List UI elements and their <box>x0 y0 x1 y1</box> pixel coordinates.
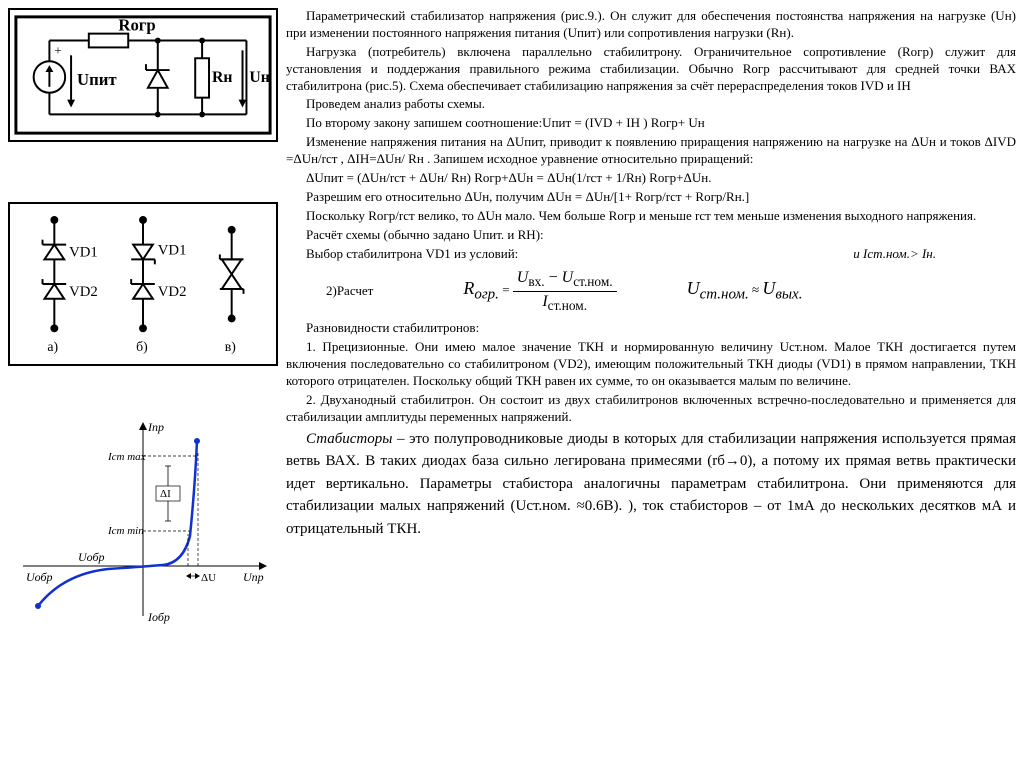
para-15: Стабисторы – это полупроводниковые диоды… <box>286 428 1016 541</box>
para-12: Разновидности стабилитронов: <box>286 320 1016 337</box>
svg-text:ΔI: ΔI <box>160 488 171 500</box>
main-text: Параметрический стабилизатор напряжения … <box>286 8 1016 636</box>
para-7: Разрешим его относительно ΔUн, получим Δ… <box>286 189 1016 206</box>
para-5: Изменение напряжения питания на ΔUпит, п… <box>286 134 1016 168</box>
figure-circuit: + Uпит Rогр Rн <box>8 8 278 142</box>
svg-text:VD1: VD1 <box>69 244 98 260</box>
para-2: Нагрузка (потребитель) включена параллел… <box>286 44 1016 95</box>
figure-iv-curve: Iпр Uпр Uобр Uобр Iобр Iст max Iст min <box>8 416 278 636</box>
svg-text:б): б) <box>136 339 148 355</box>
svg-text:в): в) <box>225 339 236 355</box>
formula-row: 2)Расчет RRогр.огр. = Uвх. − Uст.ном. Iс… <box>326 268 1016 314</box>
para-3: Проведем анализ работы схемы. <box>286 96 1016 113</box>
svg-text:Uобр: Uобр <box>78 550 105 564</box>
svg-text:Rогр: Rогр <box>118 16 155 35</box>
svg-text:Iобр: Iобр <box>147 610 170 624</box>
left-column: + Uпит Rогр Rн <box>8 8 278 636</box>
svg-text:VD2: VD2 <box>69 284 98 300</box>
svg-text:Uпит: Uпит <box>77 70 117 89</box>
svg-text:VD1: VD1 <box>158 242 187 258</box>
svg-text:Uпр: Uпр <box>243 570 264 584</box>
svg-text:ΔU: ΔU <box>201 572 216 584</box>
svg-text:Iст min: Iст min <box>107 525 144 537</box>
svg-text:VD2: VD2 <box>158 284 187 300</box>
para-9: Расчёт схемы (обычно задано Uпит. и RH): <box>286 227 1016 244</box>
para-10: Выбор стабилитрона VD1 из условий: и Iст… <box>286 246 1016 263</box>
svg-text:а): а) <box>47 339 58 355</box>
para-4: По второму закону запишем соотношение:Uп… <box>286 115 1016 132</box>
svg-text:Iст max: Iст max <box>107 451 146 463</box>
para-13: 1. Прецизионные. Они имею малое значение… <box>286 339 1016 390</box>
svg-text:+: + <box>54 43 61 57</box>
para-6: ΔUпит = (ΔUн/rст + ΔUн/ Rн) Rогр+ΔUн = Δ… <box>286 170 1016 187</box>
svg-text:Uн: Uн <box>249 69 269 86</box>
para-1: Параметрический стабилизатор напряжения … <box>286 8 1016 42</box>
figure-diode-configs: VD1 VD2 а) VD1 VD2 б) <box>8 202 278 366</box>
svg-text:Uобр: Uобр <box>26 570 53 584</box>
svg-text:Rн: Rн <box>212 69 232 86</box>
para-14: 2. Двуханодный стабилитрон. Он состоит и… <box>286 392 1016 426</box>
svg-text:Iпр: Iпр <box>147 420 164 434</box>
para-8: Поскольку Rогр/rст велико, то ΔUн мало. … <box>286 208 1016 225</box>
